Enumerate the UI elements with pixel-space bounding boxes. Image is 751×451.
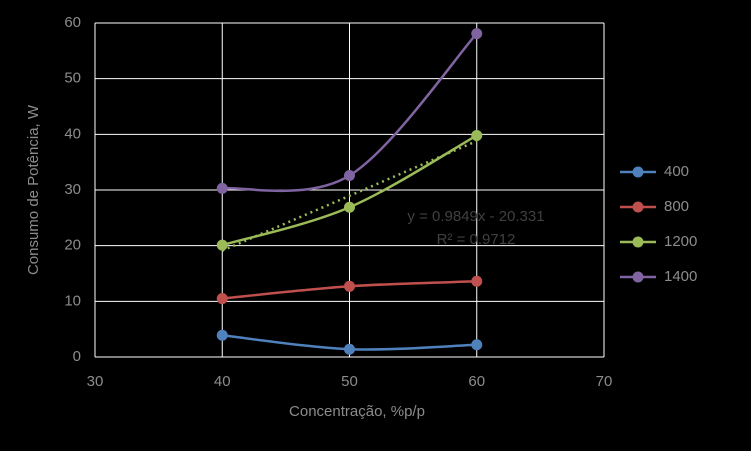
- data-point: [344, 170, 355, 182]
- y-axis-label: Consumo de Potência, W: [25, 104, 42, 275]
- x-tick-label: 60: [468, 373, 485, 390]
- x-tick-label: 50: [341, 373, 358, 390]
- data-point: [471, 339, 483, 351]
- legend-marker: [632, 201, 644, 213]
- y-tick-label: 60: [64, 14, 81, 31]
- trendline: [221, 139, 478, 252]
- data-point: [344, 280, 355, 292]
- x-tick-label: 70: [596, 373, 613, 390]
- data-point: [216, 293, 228, 305]
- data-point: [471, 275, 483, 287]
- y-tick-label: 40: [64, 125, 81, 142]
- data-point: [471, 129, 483, 141]
- legend-label: 1200: [664, 233, 697, 250]
- data-point: [216, 182, 228, 194]
- legend-marker: [632, 236, 644, 248]
- data-point: [471, 28, 483, 40]
- data-point: [216, 239, 228, 251]
- x-tick-label: 40: [214, 373, 231, 390]
- legend-marker: [632, 166, 644, 178]
- legend-label: 400: [664, 163, 689, 180]
- y-tick-label: 10: [64, 292, 81, 309]
- y-tick-label: 20: [64, 237, 81, 254]
- legend-label: 1400: [664, 268, 697, 285]
- x-axis-label: Concentração, %p/p: [289, 403, 425, 420]
- data-point: [216, 329, 228, 341]
- data-point: [344, 201, 355, 213]
- x-tick-label: 30: [87, 373, 104, 390]
- data-point: [344, 343, 355, 355]
- legend-label: 800: [664, 198, 689, 215]
- legend-marker: [632, 271, 644, 283]
- trendline-r2: R² = 0.9712: [437, 231, 516, 248]
- y-tick-label: 30: [64, 181, 81, 198]
- y-tick-label: 0: [73, 348, 81, 365]
- y-tick-label: 50: [64, 70, 81, 87]
- trendline-equation: y = 0.9849x - 20.331: [407, 208, 544, 225]
